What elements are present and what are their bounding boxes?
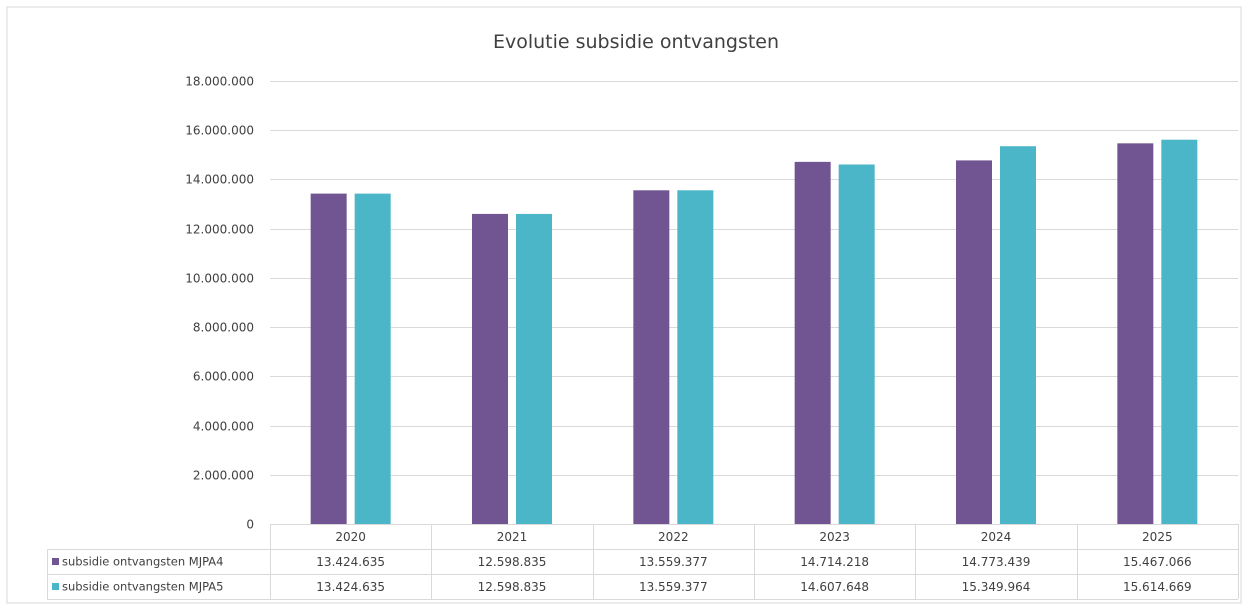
y-tick-label: 14.000.000 — [185, 173, 254, 187]
data-label: 13.559.377 — [639, 580, 708, 594]
data-label: 15.614.669 — [1123, 580, 1192, 594]
bar-mjpa5-2021 — [516, 213, 552, 525]
data-label: 13.424.635 — [316, 555, 385, 569]
x-tick-label: 2021 — [497, 530, 528, 544]
data-label: 14.773.439 — [962, 555, 1031, 569]
x-tick-label: 2024 — [981, 530, 1012, 544]
y-tick-label: 4.000.000 — [193, 420, 254, 434]
bar-mjpa4-2020 — [310, 193, 347, 525]
x-tick-label: 2023 — [819, 530, 850, 544]
legend-swatch — [52, 558, 59, 565]
chart-border — [6, 6, 1242, 604]
data-label: 12.598.835 — [478, 555, 547, 569]
bar-mjpa5-2025 — [1161, 139, 1198, 525]
x-tick-label: 2025 — [1142, 530, 1173, 544]
bar-mjpa4-2023 — [794, 161, 831, 524]
data-label: 13.424.635 — [316, 580, 385, 594]
bars — [310, 139, 1198, 525]
data-label: 14.607.648 — [800, 580, 869, 594]
y-tick-label: 18.000.000 — [185, 75, 254, 89]
bar-mjpa4-2021 — [472, 213, 508, 525]
y-tick-label: 16.000.000 — [185, 124, 254, 138]
legend-swatch — [52, 583, 59, 590]
y-tick-label: 6.000.000 — [193, 370, 254, 384]
y-tick-label: 0 — [246, 518, 254, 532]
bar-mjpa4-2022 — [633, 190, 670, 524]
bar-mjpa5-2020 — [354, 193, 391, 525]
x-tick-label: 2020 — [335, 530, 366, 544]
bar-mjpa4-2025 — [1117, 143, 1154, 524]
chart-title: Evolutie subsidie ontvangsten — [493, 31, 779, 53]
bar-mjpa4-2024 — [956, 160, 992, 525]
data-label: 15.349.964 — [962, 580, 1031, 594]
data-label: 15.467.066 — [1123, 555, 1192, 569]
legend-label: subsidie ontvangsten MJPA5 — [62, 580, 223, 594]
legend-label: subsidie ontvangsten MJPA4 — [62, 555, 223, 569]
x-tick-label: 2022 — [658, 530, 689, 544]
bar-mjpa5-2022 — [677, 190, 714, 524]
bar-mjpa5-2024 — [1000, 146, 1036, 524]
data-table: 2020 2021 2022 2023 2024 2025 subsidie ontvang… — [47, 524, 1239, 600]
gridlines — [270, 81, 1238, 476]
bar-mjpa5-2023 — [838, 164, 875, 524]
y-tick-label: 10.000.000 — [185, 272, 254, 286]
y-tick-label: 12.000.000 — [185, 223, 254, 237]
y-tick-label: 8.000.000 — [193, 321, 254, 335]
y-tick-label: 2.000.000 — [193, 469, 254, 483]
y-axis-tick-labels: 0 2.000.000 4.000.000 6.000.000 8.000.000 10.… — [185, 75, 254, 532]
data-label: 14.714.218 — [800, 555, 869, 569]
data-label: 12.598.835 — [478, 580, 547, 594]
data-label: 13.559.377 — [639, 555, 708, 569]
